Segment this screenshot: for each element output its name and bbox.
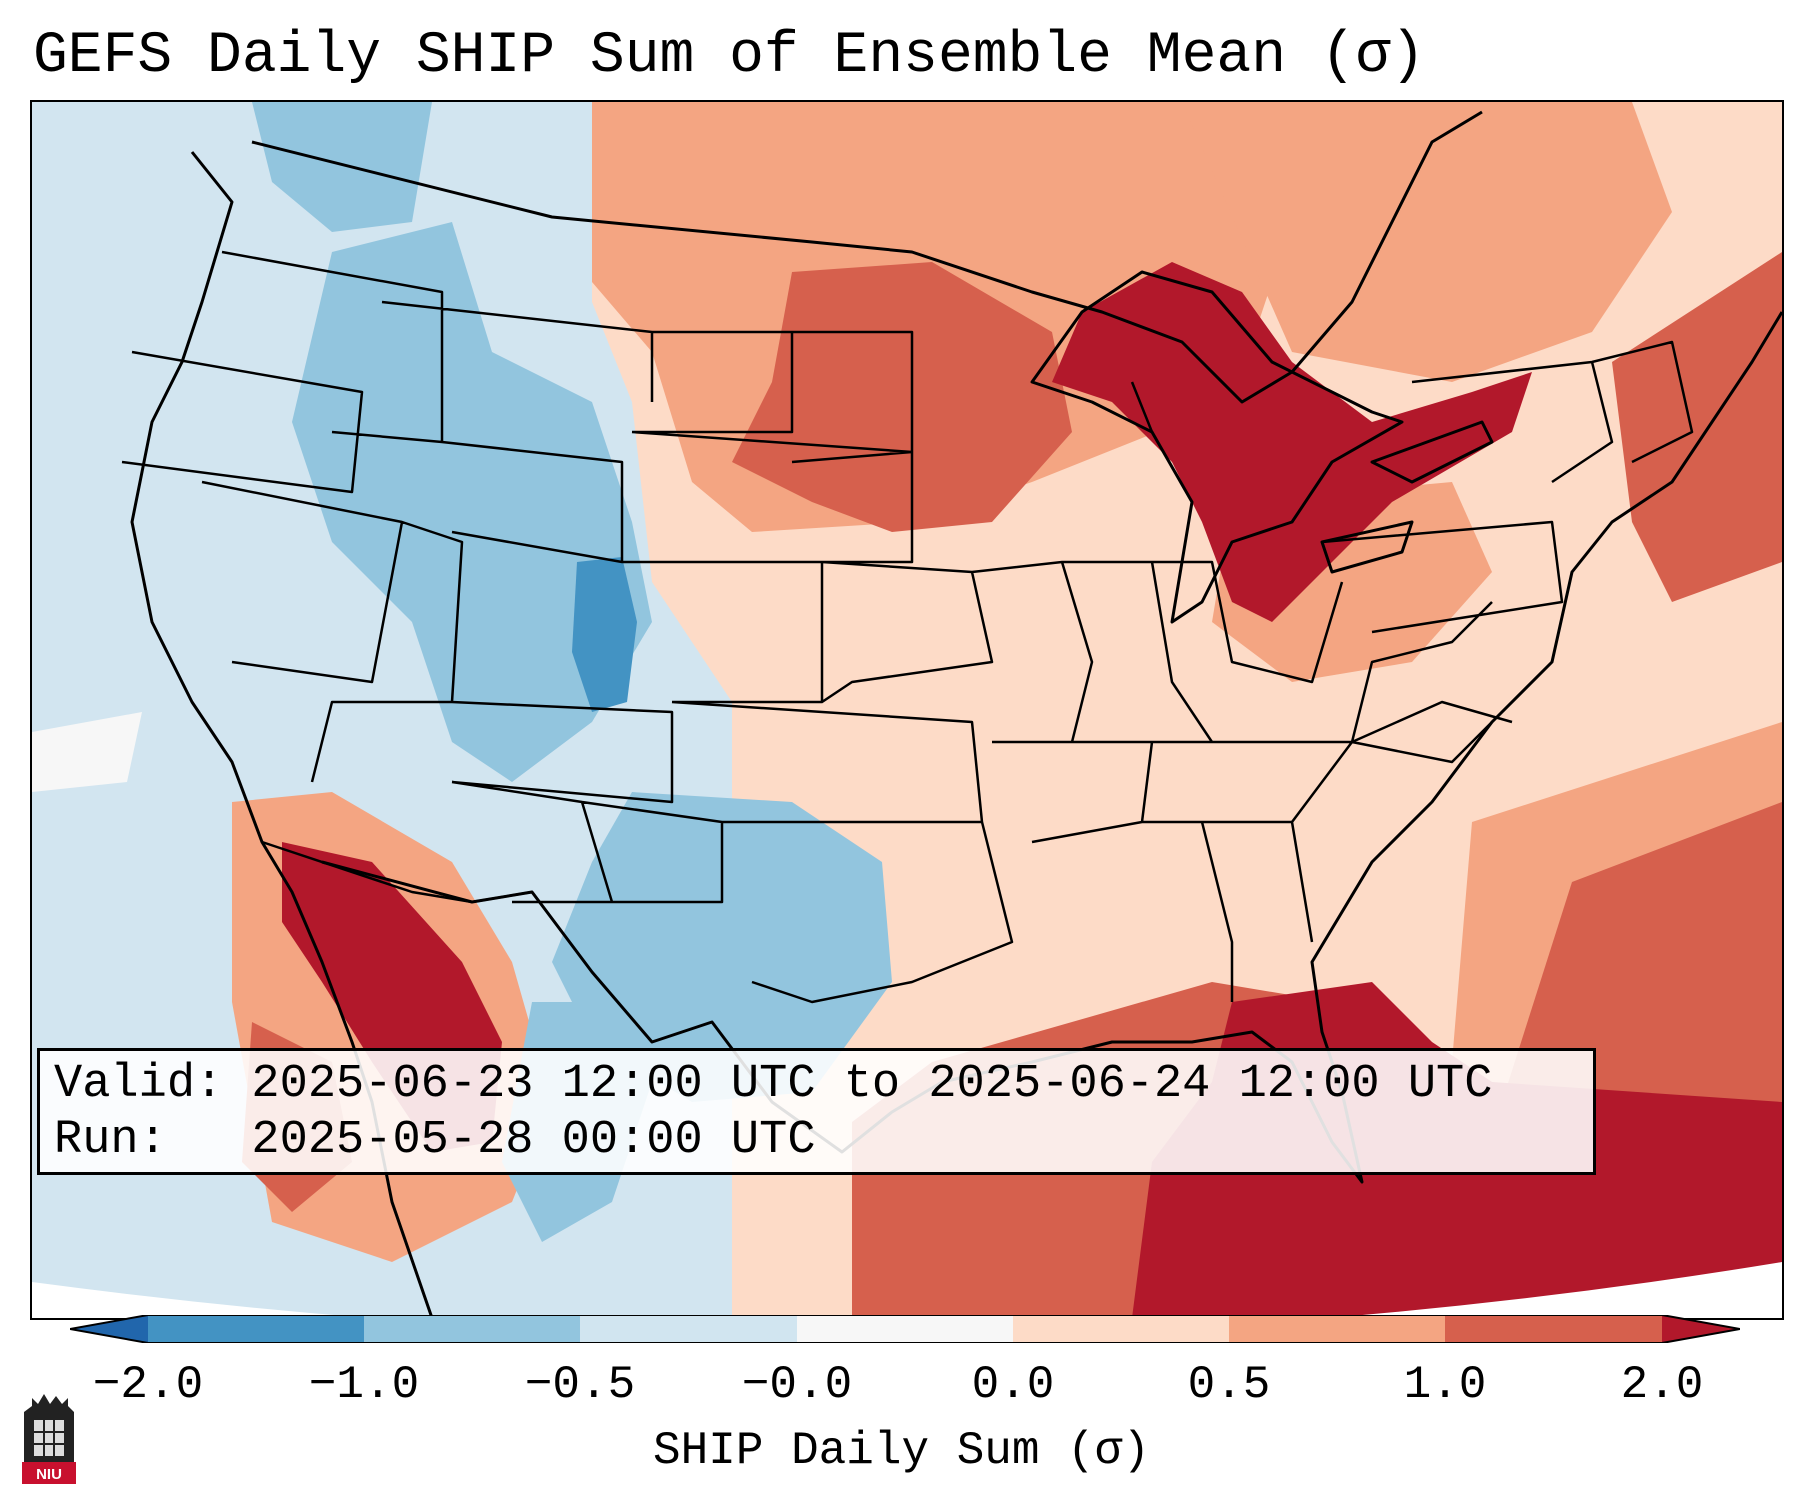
warm-region-great-lakes [1052,262,1532,622]
great-lakes-outline [1030,270,1494,624]
colorbar-tick-label: −1.0 [308,1359,420,1411]
warm-region-canada [1182,102,1672,382]
colorbar-extend-high [1662,1315,1740,1343]
colorbar [70,1315,1740,1343]
niu-logo-text: NIU [36,1466,62,1483]
run-time-text: Run: 2025-05-28 00:00 UTC [54,1114,816,1167]
cool-region-colorado-core [572,557,637,712]
valid-time-text: Valid: 2025-06-23 12:00 UTC to 2025-06-2… [54,1058,1493,1111]
warm-region-dakotas [732,262,1072,532]
colorbar-extend-low [70,1315,148,1343]
colorbar-tick-label: 1.0 [1403,1359,1487,1411]
niu-logo-icon: NIU [22,1394,76,1484]
valid-run-info-box: Valid: 2025-06-23 12:00 UTC to 2025-06-2… [37,1048,1596,1175]
cool-region-northwest [252,102,432,232]
canada-border [251,110,1483,404]
mexico-border [261,840,593,973]
colorbar-tick-label: −2.0 [92,1359,204,1411]
colorbar-bin-m0-0 [797,1315,1013,1343]
cool-region-rockies [292,222,652,782]
offmap-corner [32,1262,1782,1318]
colorbar-tick-label: −0.5 [524,1359,636,1411]
colorbar-bin-m05-m0 [580,1315,797,1343]
colorbar-bin-0-05 [1013,1315,1229,1343]
colorbar-tick-label: 0.5 [1187,1359,1271,1411]
colorbar-bin-05-1 [1229,1315,1445,1343]
colorbar-tick-label: −0.0 [741,1359,853,1411]
colorbar-bin-m1-m05 [364,1315,580,1343]
colorbar-label: SHIP Daily Sum (σ) [653,1425,1150,1477]
warm-region-new-england [1612,252,1782,602]
colorbar-bin-m2-m1 [148,1315,364,1343]
white-patch-pacific [32,712,142,792]
colorbar-bin-1-2 [1445,1315,1662,1343]
colorbar-tick-label: 2.0 [1620,1359,1704,1411]
state-lines [121,250,1694,1004]
colorbar-tick-label: 0.0 [971,1359,1055,1411]
map-title: GEFS Daily SHIP Sum of Ensemble Mean (σ) [33,24,1426,89]
